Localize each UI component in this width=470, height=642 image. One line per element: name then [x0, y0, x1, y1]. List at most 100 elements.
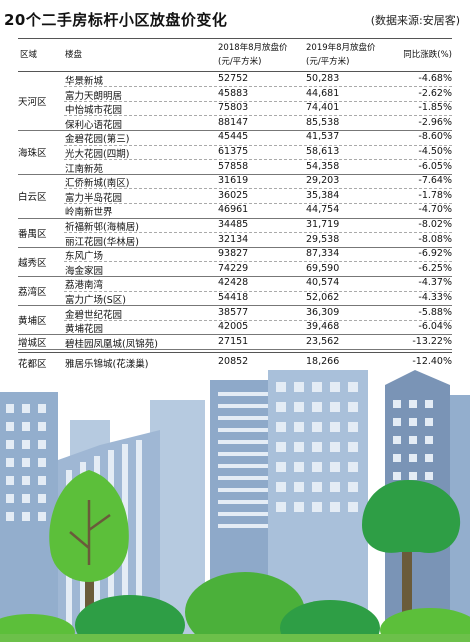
yoy-change: -4.50%	[418, 146, 452, 157]
price-2019: 35,384	[306, 189, 340, 201]
table-row: 黄埔花园 42005 39,468 -6.04%	[18, 320, 452, 335]
yoy-change: -8.02%	[418, 219, 452, 230]
yoy-change: -1.85%	[418, 102, 452, 114]
row-separator	[64, 159, 452, 161]
price-2019: 39,468	[306, 321, 340, 333]
row-separator	[64, 319, 452, 321]
yoy-change: -5.88%	[418, 306, 452, 318]
yoy-change: -6.92%	[418, 248, 452, 260]
estate-name: 金碧世纪花园	[65, 309, 123, 321]
district-separator	[18, 305, 452, 307]
estate-name: 汇侨新城(南区)	[65, 178, 130, 190]
yoy-change: -12.40%	[412, 356, 452, 368]
yoy-change: -4.33%	[418, 292, 452, 303]
header-price-2018: 2018年8月放盘价	[218, 43, 288, 53]
price-2018: 32134	[218, 233, 249, 245]
yoy-change: -6.25%	[418, 262, 452, 274]
estate-name: 保利心语花园	[65, 119, 123, 131]
price-2018: 27151	[218, 335, 249, 347]
price-2018: 54418	[218, 292, 249, 303]
yoy-change: -8.60%	[418, 131, 452, 143]
price-2018: 42428	[218, 277, 249, 289]
district-separator	[18, 246, 452, 248]
price-2019: 23,562	[306, 335, 340, 347]
estate-name: 富力半岛花园	[65, 192, 123, 204]
price-2019: 44,754	[306, 204, 340, 216]
table-row: 江南新苑 57858 54,358 -6.05%	[18, 160, 452, 175]
table-row: 富力天朗明居 45883 44,681 -2.62%	[18, 87, 452, 102]
header-price-2018-unit: (元/平方米)	[218, 57, 262, 67]
estate-name: 荔港南湾	[65, 280, 104, 292]
estate-name: 光大花园(四期)	[65, 149, 130, 160]
table-row: 金碧世纪花园 38577 36,309 -5.88%	[18, 306, 452, 321]
table-row: 碧桂园凤凰城(凤锦苑) 27151 23,562 -13.22%	[18, 335, 452, 350]
price-2019: 74,401	[306, 102, 340, 114]
row-separator	[64, 188, 452, 190]
district-label: 白云区	[18, 192, 47, 204]
price-2018: 42005	[218, 321, 249, 333]
price-2018: 38577	[218, 306, 249, 318]
district-separator	[18, 334, 452, 336]
price-2018: 93827	[218, 248, 249, 260]
estate-name: 雅居乐锦城(花漾巢)	[65, 359, 149, 371]
district-label: 增城区	[18, 338, 47, 350]
yoy-change: -2.96%	[418, 116, 452, 128]
price-2018: 46961	[218, 204, 249, 216]
district-separator	[18, 217, 452, 219]
tree-left	[49, 470, 129, 642]
district-separator	[18, 275, 452, 277]
district-label: 天河区	[18, 97, 47, 109]
estate-name: 海金家园	[65, 265, 104, 277]
price-2018: 20852	[218, 356, 249, 368]
building-left-tall	[0, 392, 58, 642]
price-2018: 52752	[218, 73, 249, 84]
header-price-2019: 2019年8月放盘价	[306, 43, 376, 53]
row-separator	[64, 202, 452, 204]
yoy-change: -8.08%	[418, 233, 452, 245]
district-label: 荔湾区	[18, 287, 47, 298]
table-row: 金碧花园(第三) 45445 41,537 -8.60%	[18, 130, 452, 145]
yoy-change: -1.78%	[418, 189, 452, 201]
district-label: 花都区	[18, 358, 47, 370]
table-row: 祈福新邨(海楠居) 34485 31,719 -8.02%	[18, 218, 452, 233]
table-row: 雅居乐锦城(花漾巢) 20852 18,266 -12.40%	[18, 355, 452, 371]
header-district: 区域	[20, 50, 38, 60]
price-2019: 40,574	[306, 277, 340, 289]
header-change: 同比涨跌(%)	[403, 50, 452, 60]
table-top-rule	[18, 38, 452, 39]
price-2018: 75803	[218, 102, 249, 114]
table-row: 东风广场 93827 87,334 -6.92%	[18, 247, 452, 262]
estate-name: 碧桂园凤凰城(凤锦苑)	[65, 338, 158, 350]
yoy-change: -4.68%	[418, 73, 452, 84]
price-2019: 29,203	[306, 175, 340, 187]
bushes	[0, 572, 470, 642]
estate-name: 祈福新邨(海楠居)	[65, 222, 139, 233]
tree-right	[362, 480, 461, 642]
row-separator	[64, 261, 452, 263]
price-2018: 31619	[218, 175, 249, 187]
district-label: 海珠区	[18, 148, 47, 160]
yoy-change: -6.05%	[418, 160, 452, 172]
price-2018: 61375	[218, 146, 249, 157]
price-2018: 74229	[218, 262, 249, 274]
header-estate: 楼盘	[65, 50, 83, 60]
price-2019: 54,358	[306, 160, 340, 172]
price-2019: 44,681	[306, 87, 340, 99]
price-2019: 29,538	[306, 233, 340, 245]
yoy-change: -13.22%	[412, 335, 452, 347]
price-2018: 88147	[218, 116, 249, 128]
table-row: 海金家园 74229 69,590 -6.25%	[18, 262, 452, 277]
district-label: 番禺区	[18, 228, 47, 240]
table-bottom-rule	[18, 352, 452, 353]
yoy-change: -4.37%	[418, 277, 452, 289]
table-row: 荔港南湾 42428 40,574 -4.37%	[18, 276, 452, 292]
table-header-rule	[18, 71, 452, 72]
estate-name: 岭南新世界	[65, 207, 113, 219]
yoy-change: -2.62%	[418, 87, 452, 99]
table-row: 华景新城 52752 50,283 -4.68%	[18, 72, 452, 87]
district-separator	[18, 348, 452, 350]
price-2019: 52,062	[306, 292, 340, 303]
table-row: 中怡城市花园 75803 74,401 -1.85%	[18, 101, 452, 116]
